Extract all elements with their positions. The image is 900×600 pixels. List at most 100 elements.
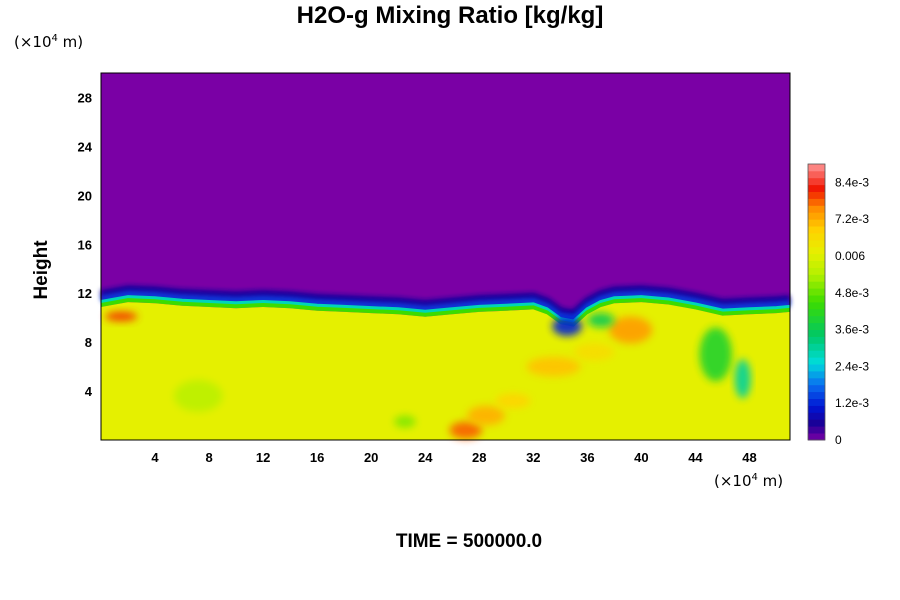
moisture-feature	[449, 421, 482, 439]
y-tick-label: 16	[78, 237, 92, 252]
x-tick-label: 48	[742, 450, 756, 465]
colorbar-segment	[808, 419, 825, 427]
moisture-feature	[552, 316, 582, 337]
colorbar-segment	[808, 433, 825, 441]
moisture-feature	[734, 359, 751, 399]
colorbar-segment	[808, 357, 825, 365]
colorbar-segment	[808, 377, 825, 386]
colorbar-segment	[808, 398, 825, 406]
colorbar-segment	[808, 219, 825, 227]
y-axis-unit: (×104 m)	[14, 33, 83, 51]
colorbar-segment	[808, 253, 825, 261]
colorbar-tick-label: 2.4e-3	[835, 359, 869, 373]
colorbar-tick-label: 7.2e-3	[835, 212, 869, 226]
moisture-feature	[573, 343, 615, 361]
colorbar-segment	[808, 329, 825, 337]
colorbar-segment	[808, 233, 825, 241]
moisture-feature	[495, 393, 531, 409]
heatmap-plot	[100, 72, 791, 441]
colorbar-segment	[808, 391, 825, 399]
colorbar-segment	[808, 205, 825, 213]
x-tick-label: 40	[634, 450, 648, 465]
y-tick-label: 20	[78, 188, 92, 203]
colorbar-segment	[808, 177, 825, 186]
colorbar-segment	[808, 405, 825, 413]
colorbar-segment	[808, 412, 825, 420]
x-tick-label: 12	[256, 450, 270, 465]
x-tick-label: 20	[364, 450, 378, 465]
y-tick-label: 4	[85, 384, 93, 399]
colorbar-segment	[808, 260, 825, 268]
x-tick-label: 44	[688, 450, 703, 465]
colorbar-segment	[808, 212, 825, 220]
colorbar-tick-label: 0	[835, 433, 842, 447]
colorbar-segment	[808, 184, 825, 192]
colorbar-segment	[808, 302, 825, 310]
colorbar-segment	[808, 364, 825, 372]
interface-band-cyan	[100, 295, 791, 324]
x-tick-label: 4	[151, 450, 159, 465]
colorbar-segment	[808, 164, 825, 172]
colorbar-segment	[808, 267, 825, 275]
x-tick-label: 16	[310, 450, 324, 465]
y-unit-exponent: 4	[51, 33, 58, 44]
colorbar-frame	[807, 163, 826, 441]
colorbar-tick-label: 1.2e-3	[835, 396, 869, 410]
plot-frame	[100, 72, 791, 441]
moisture-feature	[699, 327, 732, 382]
colorbar-segment	[808, 336, 825, 344]
x-unit-prefix: (×10	[714, 472, 752, 490]
colorbar-segment	[808, 343, 825, 351]
moisture-feature	[173, 380, 223, 412]
time-label: TIME = 500000.0	[395, 531, 543, 552]
colorbar-segment	[808, 198, 825, 206]
chart-title: H2O-g Mixing Ratio [kg/kg]	[296, 2, 604, 29]
x-tick-label: 28	[472, 450, 486, 465]
y-tick-label: 24	[78, 139, 93, 154]
interface-band-blue	[100, 291, 791, 322]
colorbar-tick-label: 4.8e-3	[835, 286, 869, 300]
moist-lower-region	[101, 302, 790, 440]
colorbar-tick-label: 0.006	[835, 249, 865, 263]
colorbar-segment	[808, 371, 825, 379]
y-unit-suffix: m)	[57, 33, 84, 51]
x-tick-label: 24	[418, 450, 433, 465]
y-axis-ticks: 4 8 12 16 20 24 28	[78, 90, 93, 399]
colorbar-segment	[808, 226, 825, 234]
y-unit-prefix: (×10	[14, 33, 52, 51]
interface-band-outer	[100, 285, 791, 318]
moisture-feature	[467, 405, 505, 426]
colorbar-segment	[808, 308, 825, 317]
colorbar-segment	[808, 170, 825, 179]
colorbar-segment	[808, 350, 825, 358]
colorbar-tick-label: 8.4e-3	[835, 175, 869, 189]
moisture-feature	[608, 316, 653, 344]
interface-band-green	[100, 298, 791, 327]
x-unit-exponent: 4	[751, 472, 758, 483]
colorbar-segment	[808, 295, 825, 303]
x-axis-unit: (×104 m)	[714, 472, 783, 490]
y-tick-label: 8	[85, 335, 92, 350]
moisture-feature	[394, 415, 416, 428]
colorbar-segment	[808, 322, 825, 330]
x-tick-label: 8	[205, 450, 212, 465]
moisture-feature	[105, 311, 138, 322]
colorbar-segment	[808, 239, 825, 248]
colorbar-segment	[808, 246, 825, 255]
colorbar-tick-label: 3.6e-3	[835, 323, 869, 337]
y-tick-label: 12	[78, 286, 92, 301]
colorbar-segment	[808, 274, 825, 282]
colorbar-segment	[808, 281, 825, 289]
x-tick-label: 36	[580, 450, 594, 465]
x-unit-suffix: m)	[757, 472, 784, 490]
moisture-feature	[587, 312, 615, 328]
x-tick-label: 32	[526, 450, 540, 465]
moisture-feature	[526, 356, 581, 377]
colorbar: 0 1.2e-3 2.4e-3 3.6e-3 4.8e-3 0.006 7.2e-3 8.4e…	[807, 163, 869, 447]
colorbar-segment	[808, 426, 825, 434]
colorbar-segment	[808, 191, 825, 199]
colorbar-segment	[808, 384, 825, 393]
colorbar-segment	[808, 315, 825, 324]
x-axis-ticks: 4 8 12 16 20 24 28 32 36 40 44 48	[151, 450, 756, 465]
y-tick-label: 28	[78, 90, 92, 105]
